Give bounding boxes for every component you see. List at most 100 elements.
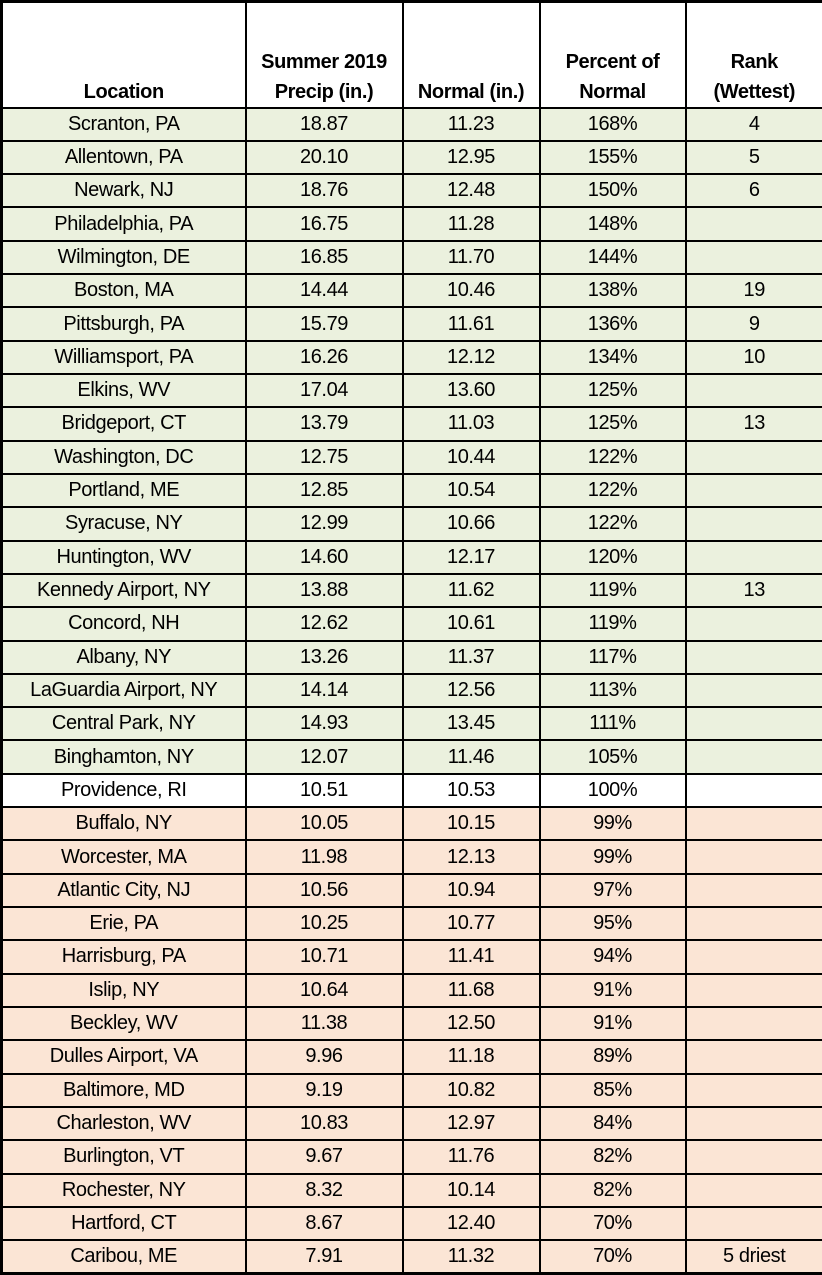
table-row: Bridgeport, CT 13.79 11.03 125% 13 [0, 406, 822, 442]
normal-cell: 12.56 [401, 672, 541, 709]
location-cell: Kennedy Airport, NY [0, 572, 247, 609]
normal-cell: 11.61 [401, 306, 541, 342]
precip-cell: 10.83 [244, 1105, 404, 1142]
percent-cell: 148% [538, 206, 687, 242]
location-cell: Williamsport, PA [0, 339, 247, 376]
location-cell: Harrisburg, PA [0, 939, 247, 975]
location-cell: Atlantic City, NJ [0, 872, 247, 909]
table-row: Pittsburgh, PA 15.79 11.61 136% 9 [0, 306, 822, 342]
rank-cell [684, 1039, 822, 1075]
normal-cell: 10.44 [401, 439, 541, 475]
location-cell: Dulles Airport, VA [0, 1039, 247, 1075]
table-row: Allentown, PA 20.10 12.95 155% 5 [0, 139, 822, 176]
table-row: Washington, DC 12.75 10.44 122% [0, 439, 822, 475]
precip-cell: 11.98 [244, 839, 404, 875]
location-cell: LaGuardia Airport, NY [0, 672, 247, 709]
percent-cell: 95% [538, 905, 687, 942]
precip-cell: 14.44 [244, 273, 404, 309]
rank-cell [684, 372, 822, 409]
table-row: Atlantic City, NJ 10.56 10.94 97% [0, 872, 822, 909]
table-row: Newark, NJ 18.76 12.48 150% 6 [0, 173, 822, 209]
location-cell: Hartford, CT [0, 1205, 247, 1242]
percent-cell: 168% [538, 106, 687, 142]
location-cell: Concord, NH [0, 606, 247, 642]
normal-cell: 10.53 [401, 772, 541, 809]
normal-cell: 12.40 [401, 1205, 541, 1242]
table-row: Dulles Airport, VA 9.96 11.18 89% [0, 1039, 822, 1075]
rank-cell [684, 872, 822, 909]
precip-cell: 10.25 [244, 905, 404, 942]
header-line: Normal [579, 80, 646, 103]
col-header-location: Location [0, 0, 247, 109]
precip-cell: 12.07 [244, 739, 404, 775]
percent-cell: 89% [538, 1039, 687, 1075]
rank-cell: 10 [684, 339, 822, 376]
rank-cell [684, 539, 822, 575]
rank-cell: 4 [684, 106, 822, 142]
rank-cell: 9 [684, 306, 822, 342]
normal-cell: 11.62 [401, 572, 541, 609]
percent-cell: 117% [538, 639, 687, 675]
location-cell: Pittsburgh, PA [0, 306, 247, 342]
rank-cell [684, 839, 822, 875]
table-row: Albany, NY 13.26 11.37 117% [0, 639, 822, 675]
rank-cell [684, 706, 822, 742]
table-row: Williamsport, PA 16.26 12.12 134% 10 [0, 339, 822, 376]
precip-cell: 10.05 [244, 806, 404, 842]
location-cell: Providence, RI [0, 772, 247, 809]
normal-cell: 11.46 [401, 739, 541, 775]
location-cell: Wilmington, DE [0, 239, 247, 276]
location-cell: Binghamton, NY [0, 739, 247, 775]
normal-cell: 10.94 [401, 872, 541, 909]
normal-cell: 13.60 [401, 372, 541, 409]
location-cell: Beckley, WV [0, 1005, 247, 1042]
precip-cell: 12.99 [244, 506, 404, 542]
header-line: Location [83, 80, 165, 103]
normal-cell: 11.28 [401, 206, 541, 242]
precip-cell: 8.32 [244, 1172, 404, 1208]
percent-cell: 113% [538, 672, 687, 709]
table-row: Baltimore, MD 9.19 10.82 85% [0, 1072, 822, 1108]
percent-cell: 120% [538, 539, 687, 575]
precip-cell: 10.51 [244, 772, 404, 809]
percent-cell: 100% [538, 772, 687, 809]
table-row: Hartford, CT 8.67 12.40 70% [0, 1205, 822, 1242]
precip-cell: 13.26 [244, 639, 404, 675]
percent-cell: 125% [538, 372, 687, 409]
normal-cell: 12.48 [401, 173, 541, 209]
table-row: Kennedy Airport, NY 13.88 11.62 119% 13 [0, 572, 822, 609]
precip-cell: 16.85 [244, 239, 404, 276]
percent-cell: 144% [538, 239, 687, 276]
precip-cell: 14.14 [244, 672, 404, 709]
percent-cell: 122% [538, 439, 687, 475]
precip-cell: 18.76 [244, 173, 404, 209]
rank-cell: 19 [684, 273, 822, 309]
location-cell: Albany, NY [0, 639, 247, 675]
normal-cell: 11.23 [401, 106, 541, 142]
percent-cell: 82% [538, 1172, 687, 1208]
percent-cell: 105% [538, 739, 687, 775]
location-cell: Worcester, MA [0, 839, 247, 875]
table-header: Location Summer 2019 Precip (in.) Normal… [0, 0, 822, 109]
rank-cell [684, 506, 822, 542]
col-header-percent: Percent of Normal [538, 0, 687, 109]
normal-cell: 12.50 [401, 1005, 541, 1042]
precip-cell: 8.67 [244, 1205, 404, 1242]
normal-cell: 11.41 [401, 939, 541, 975]
location-cell: Caribou, ME [0, 1239, 247, 1275]
percent-cell: 125% [538, 406, 687, 442]
percent-cell: 155% [538, 139, 687, 176]
rank-cell [684, 472, 822, 509]
precip-cell: 9.67 [244, 1139, 404, 1175]
precip-cell: 12.62 [244, 606, 404, 642]
precip-cell: 17.04 [244, 372, 404, 409]
precip-cell: 12.75 [244, 439, 404, 475]
percent-cell: 99% [538, 839, 687, 875]
location-cell: Philadelphia, PA [0, 206, 247, 242]
table-row: Harrisburg, PA 10.71 11.41 94% [0, 939, 822, 975]
table-row: Buffalo, NY 10.05 10.15 99% [0, 806, 822, 842]
table-row: Wilmington, DE 16.85 11.70 144% [0, 239, 822, 276]
location-cell: Washington, DC [0, 439, 247, 475]
